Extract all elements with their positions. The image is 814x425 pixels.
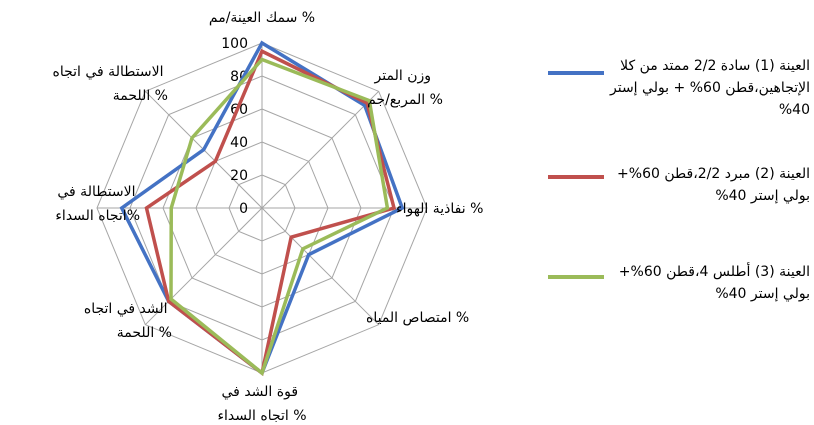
tick-label-40: 40 [230,135,248,151]
tick-label-0: 0 [239,201,248,217]
data-point-sample-2-axis-7 [213,159,217,163]
data-point-sample-2-axis-3 [289,235,293,239]
data-point-sample-3-axis-4 [260,371,264,375]
axis-spoke-5 [144,207,263,326]
legend-swatch-sample-2 [548,175,604,179]
tick-label-20: 20 [230,168,248,184]
axis-label-water-absorption: امتصاص المياه % [366,310,469,326]
data-point-sample-3-axis-0 [260,58,264,61]
series-line-sample-2 [144,48,397,377]
axis-spoke-3 [261,207,380,326]
tick-label-100: 100 [221,36,248,52]
data-point-sample-1-axis-7 [202,148,206,152]
data-point-sample-1-axis-0 [260,41,264,45]
data-point-sample-3-axis-7 [190,136,194,140]
axis-label-air-permeability: نفاذية الهواء % [396,201,483,217]
data-point-sample-3-axis-5 [169,297,173,301]
data-point-sample-3-axis-6 [169,206,173,210]
legend-swatch-sample-3 [548,275,604,279]
axis-label-warp-tensile: قوة الشد في اتجاه السداء % [217,384,306,424]
data-point-sample-2-axis-1 [365,101,369,105]
data-point-sample-2-axis-5 [167,299,171,303]
series-line-sample-3 [169,57,390,376]
data-point-sample-1-axis-1 [363,103,367,107]
data-point-sample-2-axis-0 [260,49,264,53]
radar-series [119,40,405,377]
axis-label-weft-elongation: الاستطالة في اتجاه اللحمة % [53,64,169,104]
data-point-sample-2-axis-2 [392,206,396,210]
axis-label-thickness: سمك العينة/مم % [209,10,315,26]
data-point-sample-2-axis-6 [145,206,148,210]
legend-label-sample-3: العينة (3) أطلس 4،قطن 60%+ بولي إستر 40% [618,264,810,302]
axis-label-warp-elongation: الاستطالة في اتجاه السداء% [55,184,140,224]
axis-label-weft-tensile: الشد في اتجاه اللحمة % [84,301,172,341]
data-point-sample-1-axis-2 [400,206,404,210]
data-point-sample-1-axis-3 [307,253,311,257]
data-point-sample-3-axis-2 [385,206,389,210]
axis-spoke-1 [261,90,380,209]
legend-label-sample-1: العينة (1) سادة 2/2 ممتد من كلا الإتجاهي… [610,58,810,118]
axis-label-weight: وزن المتر المربع/جم % [367,68,443,108]
legend-swatch-sample-1 [548,71,604,75]
data-point-sample-3-axis-3 [301,247,305,251]
data-point-sample-1-axis-6 [120,206,124,210]
data-point-sample-3-axis-1 [367,99,371,103]
legend-label-sample-2: العينة (2) مبرد 2/2،قطن 60%+ بولي إستر 4… [617,166,810,204]
